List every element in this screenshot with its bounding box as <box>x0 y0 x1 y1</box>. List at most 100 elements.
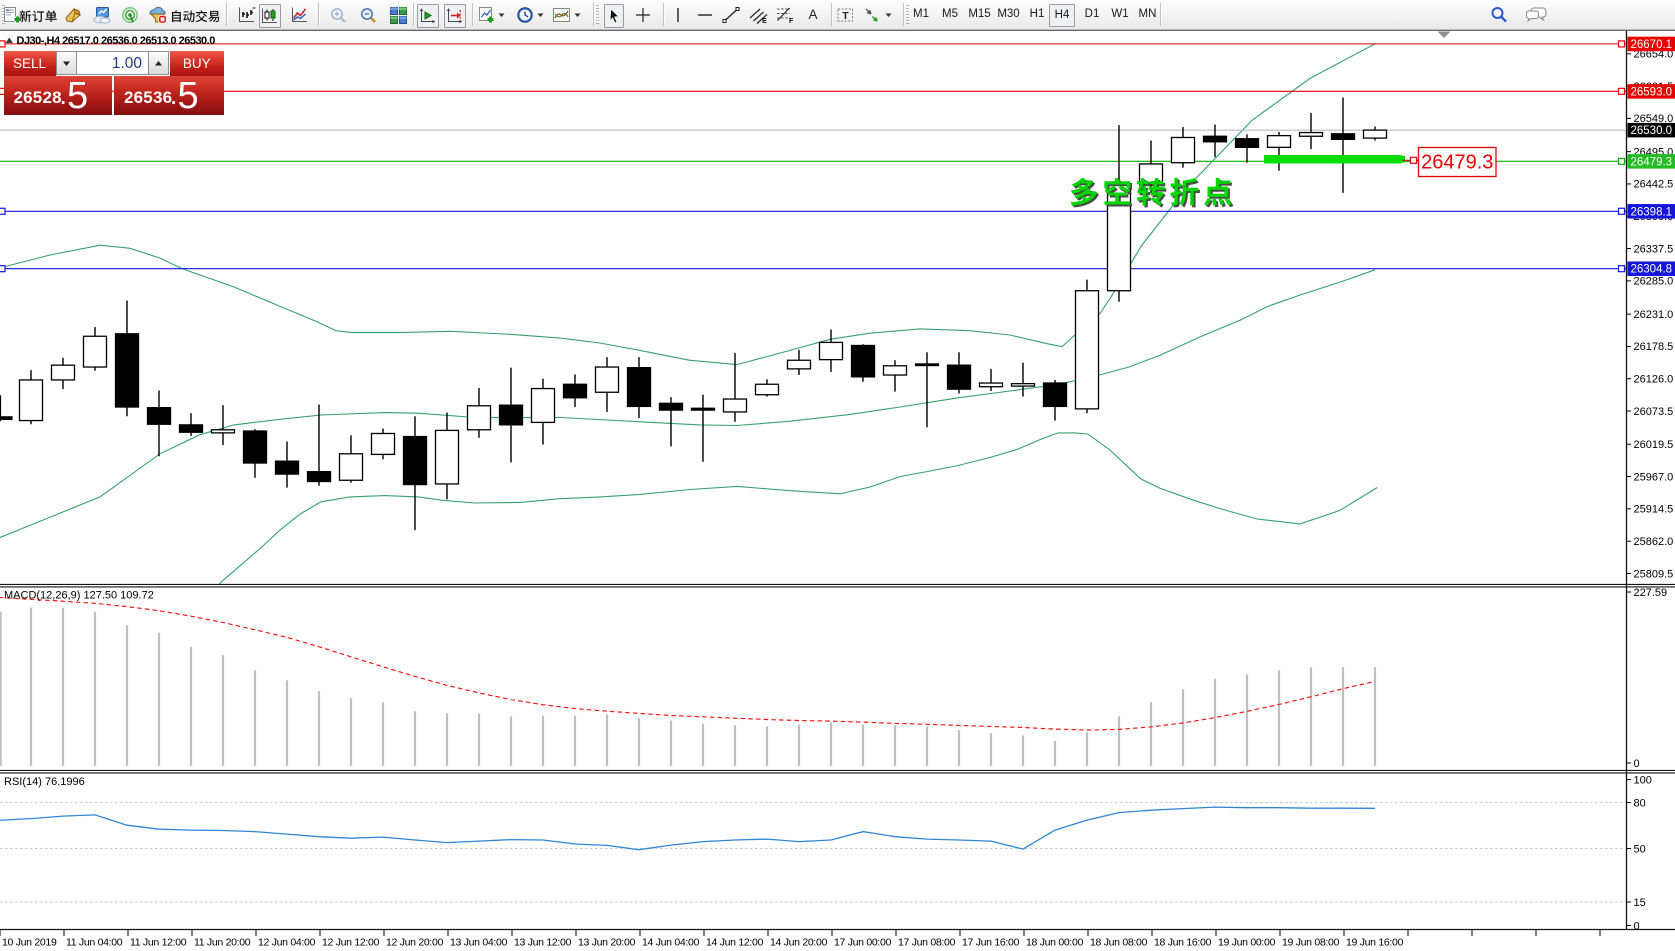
volume-decrease-button[interactable] <box>56 51 77 75</box>
search-button[interactable] <box>1489 4 1509 26</box>
price-tick-label: 26337.5 <box>1634 243 1674 255</box>
new-order-button[interactable] <box>3 4 20 26</box>
periods-dropdown[interactable] <box>536 4 545 26</box>
bar-chart-button[interactable] <box>237 4 257 26</box>
hline-handle[interactable] <box>0 265 6 273</box>
timeframe-m15-button[interactable]: M15 <box>968 7 991 20</box>
hline-handle[interactable] <box>1617 157 1626 165</box>
svg-text:26398.1: 26398.1 <box>1631 206 1673 218</box>
price-tick-label: 26073.5 <box>1634 406 1674 418</box>
text-label-button[interactable]: T <box>836 4 855 26</box>
timeframe-h1-button[interactable]: H1 <box>1029 7 1045 20</box>
trendline-button[interactable] <box>722 4 740 26</box>
price-tick-label: 25809.5 <box>1634 568 1674 580</box>
time-tick-label: 14 Jun 04:00 <box>642 937 700 949</box>
crosshair-button[interactable] <box>634 4 652 26</box>
chart-title: DJ30-,H4 26517.0 26536.0 26513.0 26530.0 <box>17 35 216 47</box>
navigator-button[interactable] <box>92 4 112 26</box>
chart-shift-button[interactable] <box>444 3 466 28</box>
horizontal-line-button[interactable] <box>696 4 714 26</box>
indicators-button[interactable] <box>552 4 571 26</box>
toolbar-grip[interactable] <box>1 5 5 24</box>
volume-input[interactable]: 1.00 <box>77 51 148 75</box>
timeframe-w1-button[interactable]: W1 <box>1111 7 1129 20</box>
arrows-dropdown[interactable] <box>884 4 893 26</box>
line-chart-button[interactable] <box>290 4 310 26</box>
volume-increase-button[interactable] <box>148 51 169 75</box>
candlestick-chart-button[interactable] <box>259 3 281 28</box>
turning-point-annotation[interactable] <box>1069 171 1241 209</box>
candle-body <box>306 470 332 483</box>
price-tick-label: 26231.0 <box>1634 309 1674 321</box>
arrows-button[interactable] <box>862 4 882 26</box>
indicators-dropdown[interactable] <box>573 4 582 26</box>
price-tick-label: 26285.0 <box>1634 276 1674 288</box>
time-axis[interactable]: 10 Jun 2019 11 Jun 04:00 11 Jun 12:00 11 Ju… <box>0 929 1601 949</box>
new-chart-button[interactable] <box>478 4 495 26</box>
hline-handle[interactable] <box>1617 40 1626 48</box>
price-axis-badge: 26304.8 <box>1627 261 1675 276</box>
macd-scale-label: 227.59 <box>1634 587 1668 599</box>
hline-handle[interactable] <box>0 40 6 48</box>
price-callout[interactable]: 26479.3 <box>1402 146 1497 178</box>
auto-scroll-button[interactable] <box>417 3 439 28</box>
hline-handle[interactable] <box>0 207 6 215</box>
zoom-in-button[interactable] <box>329 4 348 26</box>
buy-price-display[interactable]: 26536. 5 <box>114 75 224 117</box>
hline-handle[interactable] <box>1617 265 1626 273</box>
chart-shift-marker[interactable] <box>1437 31 1451 39</box>
new-chart-dropdown[interactable] <box>497 4 506 26</box>
candle-body <box>1362 129 1388 139</box>
hline-handle[interactable] <box>1617 87 1626 95</box>
toolbar-grip[interactable] <box>906 5 909 24</box>
bollinger-middle <box>0 269 1376 539</box>
fibonacci-button[interactable]: F <box>775 4 795 26</box>
time-tick-label: 18 Jun 00:00 <box>1026 937 1084 949</box>
time-tick-label: 18 Jun 16:00 <box>1154 937 1212 949</box>
sell-button[interactable]: SELL <box>3 50 56 77</box>
zoom-out-button[interactable] <box>359 4 378 26</box>
macd-histogram <box>0 607 1377 766</box>
hline-handle[interactable] <box>1617 207 1626 215</box>
timeframe-m5-button[interactable]: M5 <box>942 7 958 20</box>
candle-body <box>562 383 588 399</box>
market-watch-button[interactable] <box>64 4 84 26</box>
signals-button[interactable] <box>120 4 140 26</box>
buy-button[interactable]: BUY <box>170 50 224 77</box>
vertical-line-button[interactable] <box>670 4 686 26</box>
candle-body <box>1234 138 1260 148</box>
rsi-scale-label: 15 <box>1634 897 1646 909</box>
sell-price-display[interactable]: 26528. 5 <box>3 75 112 117</box>
equidistant-channel-button[interactable]: E <box>748 4 768 26</box>
timeframe-m30-button[interactable]: M30 <box>997 7 1020 20</box>
panel-collapse-arrow[interactable] <box>5 37 14 44</box>
time-tick-label: 12 Jun 20:00 <box>386 937 444 949</box>
cursor-button[interactable] <box>604 3 624 28</box>
svg-text:26593.0: 26593.0 <box>1631 86 1673 98</box>
candle-body <box>690 407 716 411</box>
bollinger-bands <box>0 42 1378 584</box>
autotrading-button[interactable] <box>147 4 168 26</box>
timeframe-m1-button[interactable]: M1 <box>913 7 929 20</box>
timeframe-h4-button[interactable]: H4 <box>1049 3 1075 27</box>
chat-button[interactable] <box>1525 4 1549 26</box>
candle-body <box>1010 382 1036 387</box>
periods-button[interactable] <box>516 4 534 26</box>
time-tick-label: 17 Jun 00:00 <box>834 937 892 949</box>
toolbar-grip[interactable] <box>596 5 599 24</box>
timeframe-d1-button[interactable]: D1 <box>1084 7 1100 20</box>
candlesticks[interactable] <box>0 97 1388 531</box>
timeframe-mn-button[interactable]: MN <box>1138 7 1157 20</box>
tile-windows-button[interactable] <box>389 4 408 26</box>
trendline-handle[interactable] <box>1398 155 1405 163</box>
text-tool-button[interactable]: A <box>808 7 818 22</box>
time-tick-label: 11 Jun 12:00 <box>130 937 187 949</box>
candle-body <box>82 335 108 368</box>
candle-body <box>754 383 780 396</box>
candle-body <box>434 429 460 485</box>
price-axis[interactable]: 26654.026601.526549.026495.026442.526390… <box>1626 36 1675 933</box>
rsi-scale-label: 50 <box>1634 843 1646 855</box>
buy-label: BUY <box>182 55 211 71</box>
